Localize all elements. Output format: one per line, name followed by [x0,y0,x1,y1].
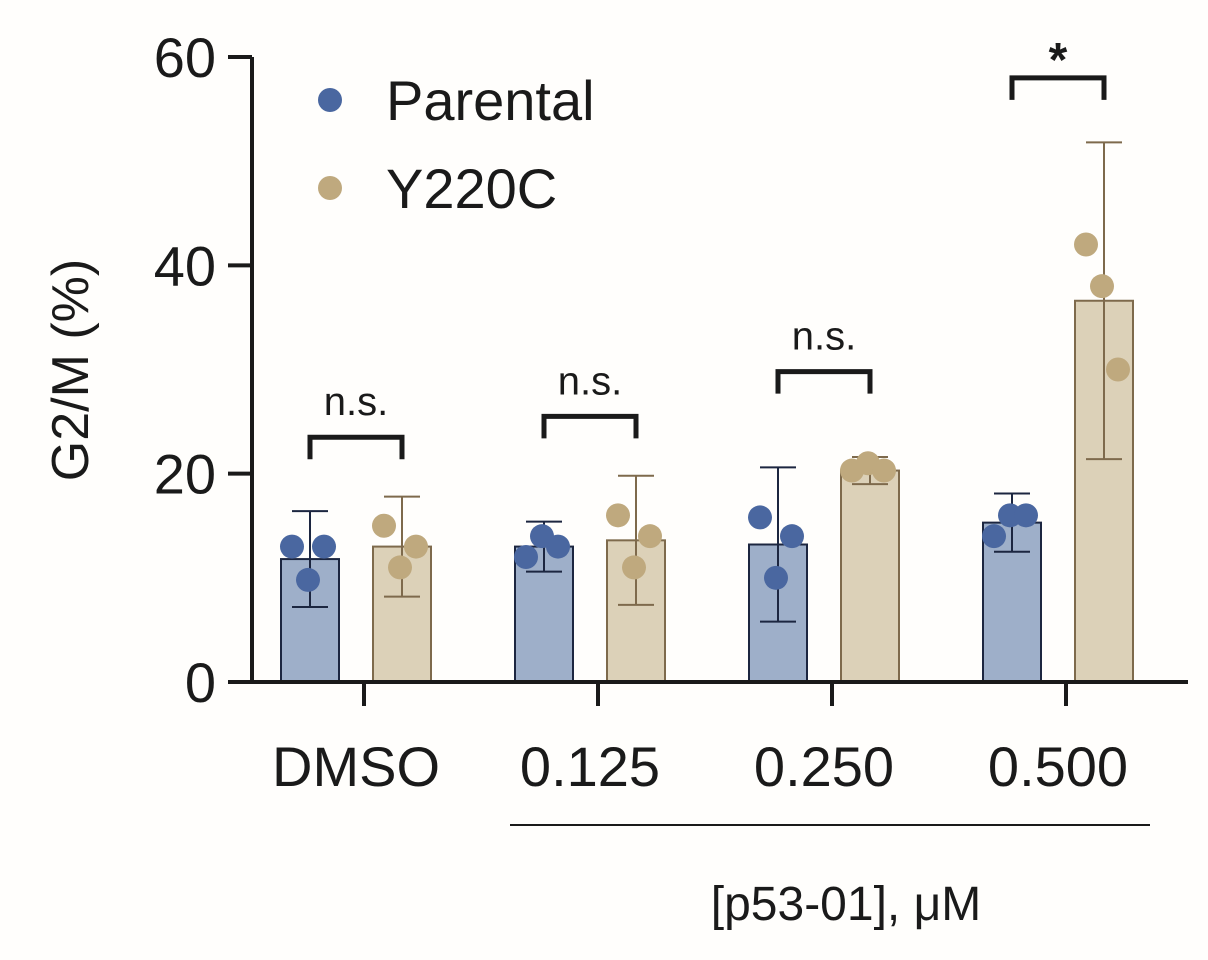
y-axis: 0 20 40 60 [154,26,254,714]
bar-y220c-2 [840,469,900,683]
data-point [872,458,896,483]
significance-label: n.s. [792,315,856,359]
significance-label: n.s. [324,380,388,424]
significance-bracket [307,434,405,460]
significance-label: n.s. [558,359,622,403]
x-axis-label: [p53-01], μM [711,878,981,931]
x-tick-label: 0.125 [520,735,660,798]
data-point [280,534,304,559]
data-point [1014,503,1038,528]
legend: Parental Y220C [318,69,595,220]
legend-label: Parental [386,69,595,132]
x-tick-label: 0.500 [988,735,1128,798]
significance-bracket [775,369,873,394]
data-point [622,555,646,580]
y-tick-label: 0 [185,651,216,714]
data-point [780,524,804,549]
y-tick-label: 40 [154,234,216,297]
data-point [748,505,772,530]
data-point [388,555,412,580]
data-point [638,524,662,549]
data-point [982,524,1006,549]
data-point [312,534,336,559]
data-point [606,503,630,528]
x-tick-label: 0.250 [754,735,894,798]
data-point [764,565,788,590]
data-point [372,513,396,538]
legend-marker [318,88,342,112]
plot-area [280,141,1134,683]
significance-annotations: n.s. n.s. n.s. * [307,34,1107,460]
legend-label: Y220C [386,157,557,220]
data-point [514,545,538,569]
data-point [1106,357,1130,382]
legend-marker [318,176,342,200]
y-tick-label: 60 [154,26,216,89]
data-point [296,567,320,592]
y-tick-label: 20 [154,443,216,506]
significance-bracket [541,413,639,439]
data-point [404,534,428,559]
data-point [1090,274,1114,299]
concentration-group: [p53-01], μM [510,824,1150,931]
significance-label: * [1049,34,1068,87]
x-axis: DMSO 0.125 0.250 0.500 [228,680,1188,798]
significance-bracket [1009,75,1107,100]
y-axis-label: G2/M (%) [42,259,100,481]
data-point [1074,232,1098,257]
data-point [546,534,570,559]
x-tick-label: DMSO [272,735,440,798]
